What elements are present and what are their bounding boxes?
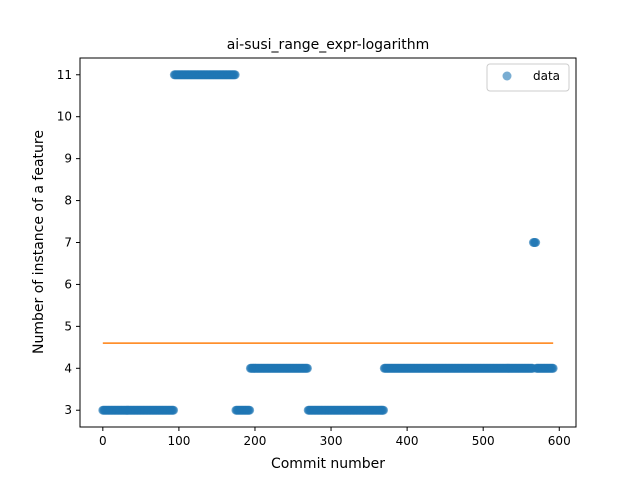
- y-tick-label: 4: [64, 361, 72, 375]
- data-point: [245, 405, 255, 415]
- y-tick-label: 11: [57, 68, 72, 82]
- axes-layer: 0 100 200 300 400 500 600 3 4 5 6 7 8 9 10 11: [57, 57, 577, 448]
- data-point: [379, 405, 389, 415]
- y-axis-title: Number of instance of a feature: [31, 130, 47, 354]
- legend-label-data: data: [533, 69, 560, 83]
- chart-title: ai-susi_range_expr-logarithm: [227, 37, 430, 53]
- data-point: [169, 405, 179, 415]
- x-tick-label: 500: [472, 434, 495, 448]
- plot-data-layer: [98, 70, 558, 415]
- legend-box: [486, 63, 570, 92]
- y-tick-label: 8: [64, 194, 72, 208]
- x-tick-label: 0: [99, 434, 107, 448]
- data-point: [230, 70, 240, 80]
- x-tick-label: 600: [548, 434, 571, 448]
- legend: data: [486, 63, 570, 92]
- y-tick-label: 5: [64, 319, 72, 333]
- y-tick-label: 3: [64, 403, 72, 417]
- legend-marker-data: [502, 71, 512, 81]
- data-point: [302, 363, 312, 373]
- x-tick-label: 100: [167, 434, 190, 448]
- x-tick-label: 200: [244, 434, 267, 448]
- y-tick-label: 10: [57, 110, 72, 124]
- x-tick-label: 400: [396, 434, 419, 448]
- y-tick-label: 7: [64, 236, 72, 250]
- data-point: [531, 238, 541, 247]
- y-tick-label: 6: [64, 277, 72, 291]
- x-tick-label: 300: [320, 434, 343, 448]
- x-axis-title: Commit number: [271, 456, 385, 472]
- data-point: [548, 363, 558, 373]
- y-tick-label: 9: [64, 152, 72, 166]
